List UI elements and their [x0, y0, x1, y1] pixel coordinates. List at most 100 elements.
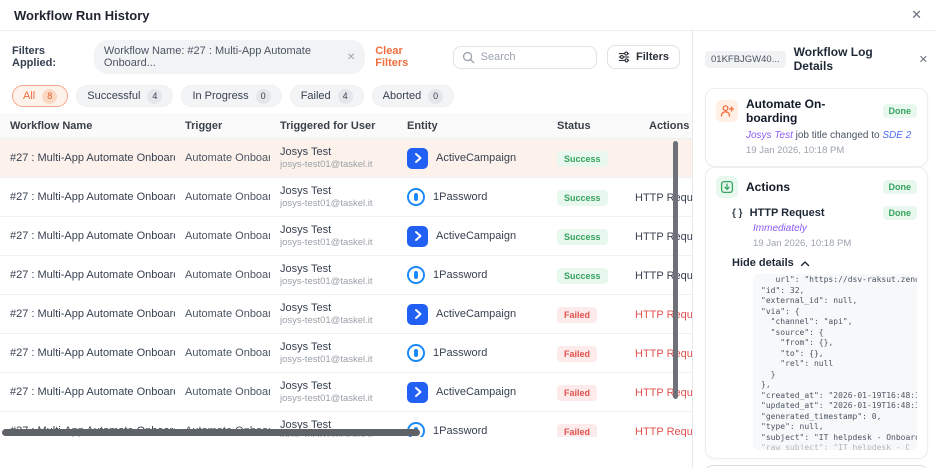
filter-chip[interactable]: Workflow Name: #27 : Multi-App Automate … — [93, 40, 366, 74]
user-email: josys-test01@taskel.it — [280, 159, 373, 170]
action-link[interactable]: HTTP Request — [635, 387, 692, 399]
user-email: josys-test01@taskel.it — [280, 237, 373, 248]
trigger-cell: Automate Onboarding — [185, 230, 270, 242]
code-text-clipped: "raw_subject": "IT helpdesk - Onboarding — [761, 443, 909, 450]
action-link[interactable]: HTTP Request — [635, 426, 692, 437]
activecampaign-icon — [407, 147, 428, 169]
table-row[interactable]: #27 : Multi-App Automate Onboardin... Au… — [0, 256, 692, 295]
page-title: Workflow Run History — [14, 7, 150, 23]
tab-label: All — [23, 90, 36, 102]
status-badge: Done — [882, 180, 917, 194]
tab-count-badge: 8 — [42, 88, 58, 104]
tab-successful[interactable]: Successful 4 — [76, 85, 174, 107]
status-badge: Failed — [557, 346, 598, 362]
user-name: Josys Test — [280, 380, 332, 392]
status-badge: Done — [882, 104, 917, 118]
trigger-cell: Automate Onboarding — [185, 269, 270, 281]
user-name: Josys Test — [280, 419, 332, 431]
workflow-name-cell: #27 : Multi-App Automate Onboardin... — [10, 386, 175, 398]
tab-count-badge: 4 — [337, 88, 353, 104]
action-link[interactable]: HTTP Request — [635, 309, 692, 321]
action-link[interactable]: HTTP Request — [635, 270, 692, 282]
entity-name: ActiveCampaign — [436, 386, 517, 398]
card-title: Automate On-boarding — [746, 97, 826, 125]
action-link[interactable]: HTTP Request — [635, 348, 692, 360]
table-row[interactable]: #27 : Multi-App Automate Onboardin... Au… — [0, 178, 692, 217]
card-title: Actions — [746, 180, 791, 194]
activecampaign-icon — [407, 303, 428, 325]
http-request-item: { } HTTP Request Done Immediately 19 Jan… — [732, 206, 917, 450]
tab-in-progress[interactable]: In Progress 0 — [181, 85, 282, 107]
entity-name: 1Password — [433, 347, 488, 359]
action-link[interactable]: HTTP Request — [635, 192, 692, 204]
entity-name: 1Password — [433, 425, 488, 437]
user-link[interactable]: Josys Test — [746, 130, 793, 141]
chevron-up-icon — [800, 260, 810, 267]
sliders-icon — [618, 51, 630, 63]
workflow-log-details-panel: 01KFBJGW40... Workflow Log Details ✕ Aut… — [692, 31, 936, 468]
user-name: Josys Test — [280, 341, 332, 353]
filters-button-label: Filters — [635, 51, 669, 63]
action-item-title: HTTP Request — [749, 207, 825, 219]
onboarding-log-card: Automate On-boarding Done Josys Test job… — [705, 88, 928, 167]
onepassword-icon — [407, 188, 425, 206]
status-badge: Success — [557, 268, 608, 284]
tab-failed[interactable]: Failed 4 — [289, 85, 364, 107]
onepassword-icon — [407, 266, 425, 284]
panel-close-icon[interactable]: ✕ — [918, 53, 928, 66]
user-email: josys-test01@taskel.it — [280, 393, 373, 404]
user-email: josys-test01@taskel.it — [280, 198, 373, 209]
entity-name: ActiveCampaign — [436, 230, 517, 242]
table-body: #27 : Multi-App Automate Onboardin... Au… — [0, 139, 692, 437]
clear-filters-link[interactable]: Clear Filters — [375, 45, 409, 69]
close-icon[interactable]: ✕ — [911, 7, 922, 22]
tab-count-badge: 0 — [428, 88, 444, 104]
actions-icon — [716, 176, 738, 198]
entity-name: ActiveCampaign — [436, 308, 517, 320]
user-name: Josys Test — [280, 224, 332, 236]
modal-header: Workflow Run History ✕ — [0, 0, 936, 31]
table-row[interactable]: #27 : Multi-App Automate Onboardin... Au… — [0, 373, 692, 412]
status-badge: Success — [557, 190, 608, 206]
search-icon — [462, 51, 475, 64]
table-header: Workflow Name Trigger Triggered for User… — [0, 113, 692, 139]
action-link[interactable]: HTTP Request — [635, 231, 692, 243]
run-history-main: Filters Applied: Workflow Name: #27 : Mu… — [0, 31, 692, 468]
status-badge: Success — [557, 229, 608, 245]
tab-label: In Progress — [192, 90, 249, 102]
status-badge: Done — [882, 206, 917, 220]
workflow-name-cell: #27 : Multi-App Automate Onboardin... — [10, 308, 175, 320]
search-input[interactable] — [480, 51, 588, 63]
tab-label: Successful — [87, 90, 141, 102]
horizontal-scrollbar[interactable] — [2, 429, 420, 436]
column-header-status: Status — [557, 119, 591, 132]
onepassword-icon — [407, 344, 425, 362]
job-title-link[interactable]: SDE 2 — [882, 130, 912, 141]
filters-button[interactable]: Filters — [606, 45, 680, 69]
vertical-scrollbar[interactable] — [673, 141, 678, 399]
status-tabs: All 8 Successful 4 In Progress 0 Failed … — [0, 85, 692, 107]
tab-aborted[interactable]: Aborted 0 — [371, 85, 455, 107]
trigger-cell: Automate Onboarding — [185, 191, 270, 203]
workflow-name-cell: #27 : Multi-App Automate Onboardin... — [10, 191, 175, 203]
filter-chip-label: Workflow Name: #27 : Multi-App Automate … — [103, 45, 311, 69]
table-row[interactable]: #27 : Multi-App Automate Onboardin... Au… — [0, 334, 692, 373]
tab-all[interactable]: All 8 — [12, 85, 69, 107]
user-name: Josys Test — [280, 185, 332, 197]
entity-name: ActiveCampaign — [436, 152, 517, 164]
entity-name: 1Password — [433, 269, 488, 281]
tab-count-badge: 0 — [255, 88, 271, 104]
table-row[interactable]: #27 : Multi-App Automate Onboardin... Au… — [0, 139, 692, 178]
table-row[interactable]: #27 : Multi-App Automate Onboardin... Au… — [0, 295, 692, 334]
search-box[interactable] — [452, 45, 597, 69]
chip-close-icon[interactable]: ✕ — [346, 51, 356, 63]
user-email: josys-test01@taskel.it — [280, 354, 373, 365]
run-history-table: Workflow Name Trigger Triggered for User… — [0, 113, 692, 437]
workflow-name-cell: #27 : Multi-App Automate Onboardin... — [10, 230, 175, 242]
tab-count-badge: 4 — [147, 88, 163, 104]
trigger-cell: Automate Onboarding — [185, 386, 270, 398]
table-row[interactable]: #27 : Multi-App Automate Onboardin... Au… — [0, 217, 692, 256]
tab-label: Failed — [300, 90, 331, 102]
column-header-actions: Actions — [649, 119, 690, 132]
hide-details-toggle[interactable]: Hide details — [732, 257, 810, 269]
